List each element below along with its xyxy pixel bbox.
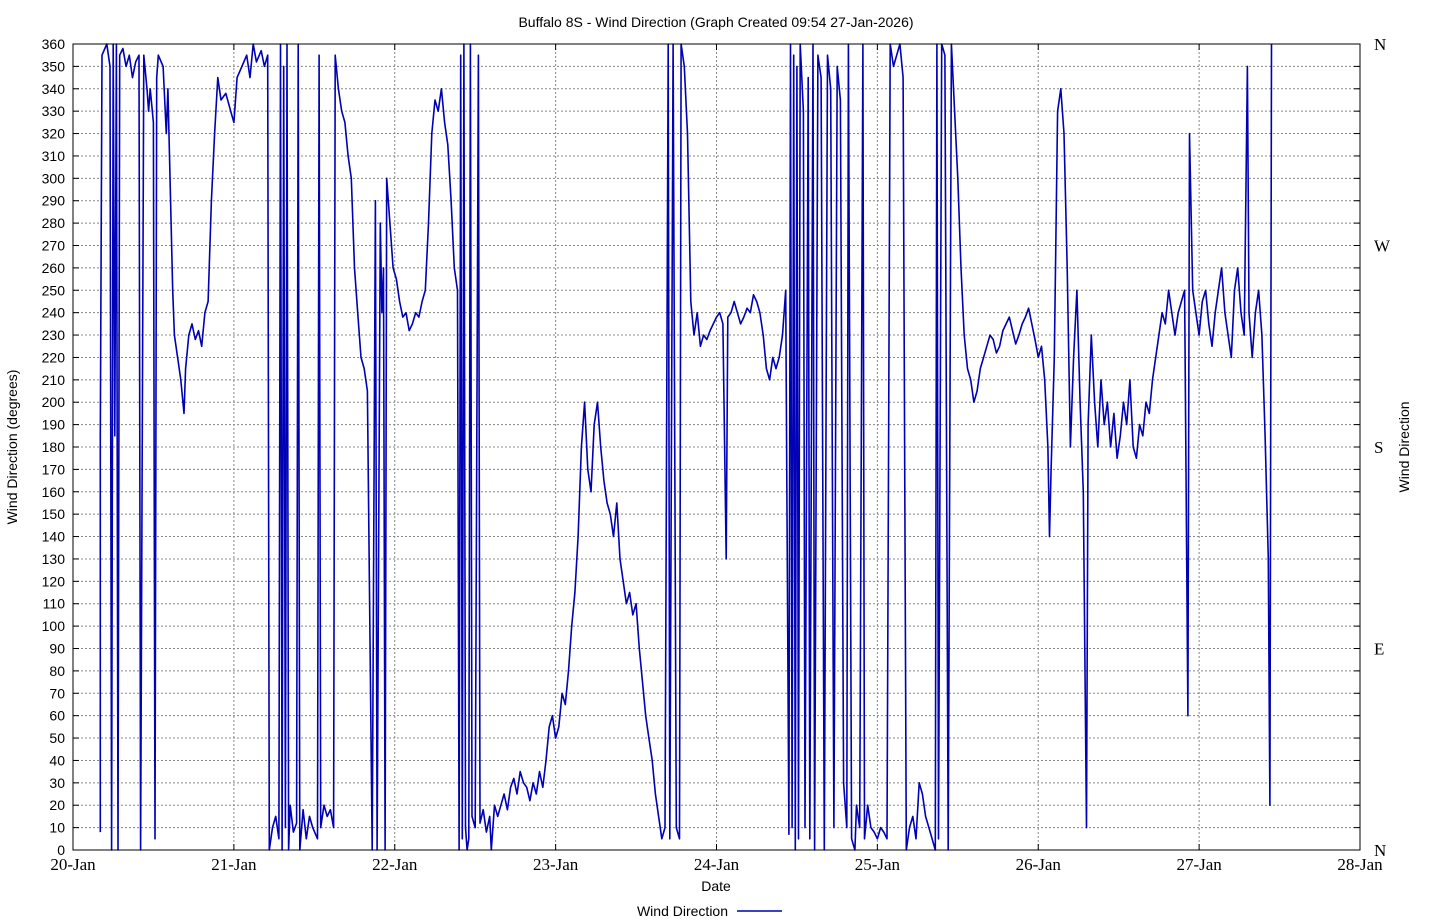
y-tick-label: 30 (49, 775, 65, 791)
y-tick-label: 360 (42, 36, 66, 52)
right-direction-axis: N E S W N (1374, 35, 1391, 860)
y-tick-label: 20 (49, 797, 65, 813)
y-tick-label: 190 (42, 417, 66, 433)
legend-entry-label: Wind Direction (637, 903, 728, 919)
y-tick-label: 260 (42, 260, 66, 276)
chart-title: Buffalo 8S - Wind Direction (Graph Creat… (518, 14, 913, 30)
y-tick-label: 120 (42, 573, 66, 589)
y-tick-label: 180 (42, 439, 66, 455)
plot-area (99, 43, 1273, 851)
x-tick-label: 24-Jan (694, 855, 740, 874)
y-axis-ticks: 0 10 20 30 40 50 60 70 80 90 100 110 120 130 140 150 160… (42, 36, 1360, 858)
y-tick-label: 280 (42, 215, 66, 231)
x-axis-label: Date (701, 878, 731, 894)
y-tick-label: 0 (57, 842, 65, 858)
y2-axis-label: Wind Direction (1396, 401, 1412, 492)
x-tick-label: 23-Jan (533, 855, 579, 874)
y-tick-label: 310 (42, 148, 66, 164)
y-tick-label: 10 (49, 820, 65, 836)
y-axis-label: Wind Direction (degrees) (4, 370, 20, 525)
x-tick-label: 22-Jan (372, 855, 418, 874)
y-tick-label: 220 (42, 349, 66, 365)
y-tick-label: 300 (42, 170, 66, 186)
direction-label: N (1374, 841, 1386, 860)
x-tick-label: 27-Jan (1176, 855, 1222, 874)
y-tick-label: 330 (42, 103, 66, 119)
y-tick-label: 200 (42, 394, 66, 410)
legend: Wind Direction (637, 903, 782, 919)
x-tick-label: 26-Jan (1016, 855, 1062, 874)
grid (73, 44, 1360, 850)
y-tick-label: 50 (49, 730, 65, 746)
y-tick-label: 210 (42, 372, 66, 388)
y-tick-label: 100 (42, 618, 66, 634)
y-tick-label: 230 (42, 327, 66, 343)
y-tick-label: 320 (42, 126, 66, 142)
y-tick-label: 130 (42, 551, 66, 567)
x-tick-label: 28-Jan (1337, 855, 1383, 874)
y-tick-label: 170 (42, 461, 66, 477)
direction-label: W (1374, 237, 1391, 256)
y-tick-label: 350 (42, 58, 66, 74)
x-axis-ticks: 20-Jan 21-Jan 22-Jan 23-Jan 24-Jan 25-Jan 26-J… (50, 44, 1383, 874)
y-tick-label: 270 (42, 238, 66, 254)
direction-label: E (1374, 640, 1384, 659)
direction-label: S (1374, 438, 1383, 457)
x-tick-label: 21-Jan (211, 855, 257, 874)
y-tick-label: 80 (49, 663, 65, 679)
y-tick-label: 140 (42, 529, 66, 545)
y-tick-label: 150 (42, 506, 66, 522)
x-tick-label: 20-Jan (50, 855, 96, 874)
y-tick-label: 160 (42, 484, 66, 500)
y-tick-label: 70 (49, 685, 65, 701)
direction-label: N (1374, 35, 1386, 54)
y-tick-label: 290 (42, 193, 66, 209)
y-tick-label: 240 (42, 305, 66, 321)
series-line-wind-direction (99, 43, 1273, 851)
x-tick-label: 25-Jan (855, 855, 901, 874)
y-tick-label: 40 (49, 752, 65, 768)
y-tick-label: 60 (49, 708, 65, 724)
y-tick-label: 110 (43, 596, 66, 612)
y-tick-label: 340 (42, 81, 66, 97)
y-tick-label: 250 (42, 282, 66, 298)
y-tick-label: 90 (49, 641, 65, 657)
